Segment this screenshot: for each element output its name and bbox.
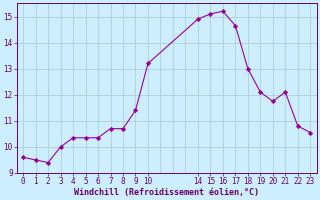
X-axis label: Windchill (Refroidissement éolien,°C): Windchill (Refroidissement éolien,°C) bbox=[74, 188, 259, 197]
